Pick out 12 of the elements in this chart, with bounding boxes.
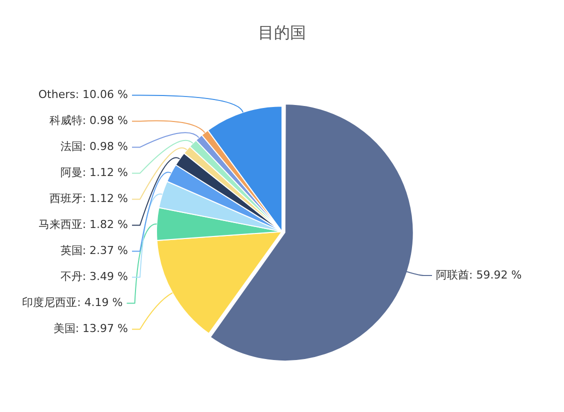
slice-label: 阿曼: 1.12 % [60, 166, 128, 180]
slice-label: 阿联酋: 59.92 % [436, 268, 522, 282]
slice-label: Others: 10.06 % [38, 88, 128, 102]
slice-label: 英国: 2.37 % [60, 244, 128, 258]
slice-label: 科威特: 0.98 % [49, 114, 128, 128]
chart-title: 目的国 [258, 22, 306, 42]
slice-label: 马来西亚: 1.82 % [38, 218, 128, 232]
slice-label: 不丹: 3.49 % [60, 270, 128, 284]
slice-label: 美国: 13.97 % [53, 322, 128, 336]
slice-label: 法国: 0.98 % [60, 140, 128, 154]
slice-label: 西班牙: 1.12 % [49, 192, 128, 206]
slice-label: 印度尼西亚: 4.19 % [22, 296, 123, 310]
